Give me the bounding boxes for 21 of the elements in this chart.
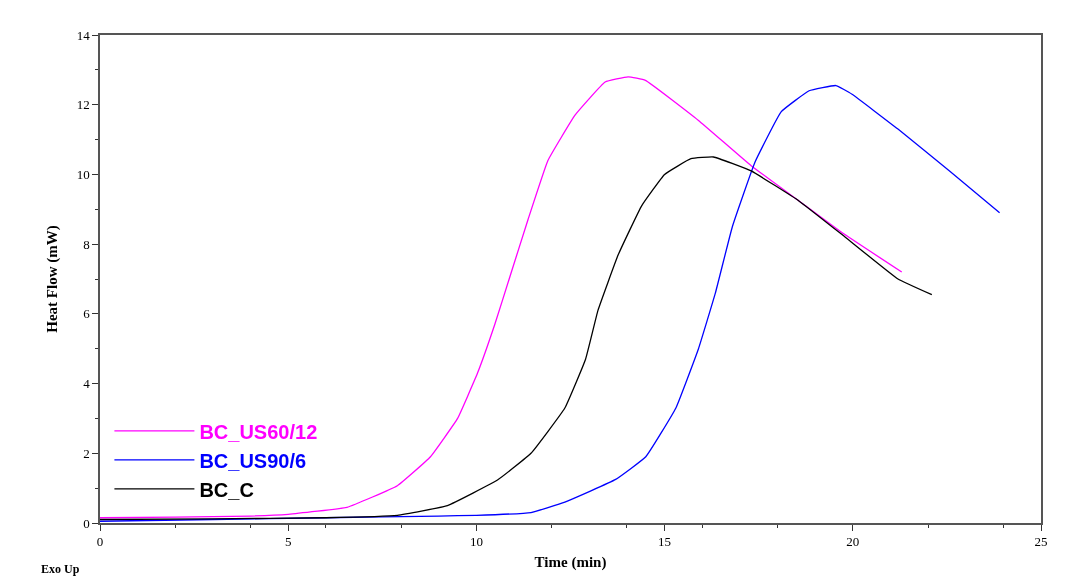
x-tick-label: 15 — [658, 534, 672, 550]
x-tick-label: 5 — [284, 534, 292, 550]
x-axis-title: Time (min) — [534, 553, 607, 571]
x-tick-label: 20 — [846, 534, 860, 550]
y-tick-label: 6 — [83, 306, 91, 322]
y-tick-label: 0 — [83, 515, 90, 531]
y-axis-title: Heat Flow (mW) — [44, 225, 62, 333]
y-tick-label: 12 — [76, 97, 90, 113]
legend-label: BC_US60/12 — [199, 420, 318, 443]
text: Exo Up — [41, 562, 80, 576]
y-tick-label: 10 — [76, 166, 90, 182]
line-series — [100, 156, 933, 521]
y-tick-label: 14 — [76, 27, 91, 43]
legend-label: BC_C — [199, 478, 254, 501]
y-tick-label: 2 — [83, 445, 90, 461]
x-tick-label: 25 — [1034, 534, 1048, 550]
x-tick-label: 0 — [96, 534, 104, 550]
x-tick-label: 10 — [469, 534, 483, 550]
y-tick-label: 4 — [83, 376, 91, 392]
legend-label: BC_US90/6 — [199, 449, 307, 472]
y-tick-label: 8 — [83, 236, 90, 252]
